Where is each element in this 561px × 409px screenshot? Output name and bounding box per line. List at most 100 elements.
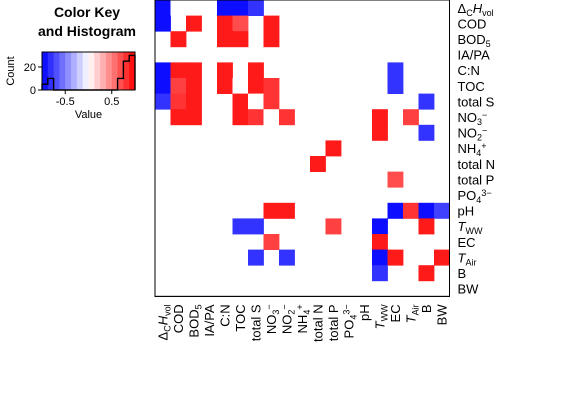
column-label: BOD5 <box>187 304 204 337</box>
heatmap-cell <box>310 156 326 172</box>
heatmap-cell <box>170 0 187 16</box>
heatmap-cell <box>434 249 450 266</box>
heatmap-cell <box>248 249 264 266</box>
key-title-line-2: and Histogram <box>38 23 136 39</box>
heatmap-cell <box>186 78 202 94</box>
key-x-axis-label: Value <box>75 109 102 121</box>
heatmap-cell <box>263 15 280 32</box>
row-label: COD <box>458 16 487 31</box>
heatmap-cell <box>263 93 280 110</box>
row-label: C:N <box>458 63 480 78</box>
key-y-axis-label: Count <box>5 56 17 85</box>
key-color-band <box>94 52 101 90</box>
heatmap-cell <box>217 31 233 48</box>
heatmap-cell <box>155 78 171 94</box>
row-label: TOC <box>458 79 485 94</box>
key-x-tick-label: -0.5 <box>56 96 75 108</box>
heatmap-cell <box>418 93 435 110</box>
key-color-band <box>117 52 124 90</box>
heatmap-cell <box>217 0 233 16</box>
heatmap-cell <box>418 124 435 141</box>
row-label: NO2− <box>458 126 488 143</box>
row-label: IA/PA <box>458 48 491 63</box>
heatmap-cell <box>186 62 202 79</box>
key-color-band <box>59 52 66 90</box>
key-color-band <box>111 52 118 90</box>
column-label: total N <box>311 304 326 342</box>
key-y-tick-label: 0 <box>30 85 36 97</box>
column-label: pH <box>357 304 372 321</box>
heatmap-cell <box>263 109 280 126</box>
key-color-band <box>76 52 84 90</box>
heatmap-cell <box>217 15 233 32</box>
column-label: PO43− <box>342 304 359 338</box>
column-label: ΔCHvol <box>156 304 173 340</box>
heatmap-cell <box>418 202 435 219</box>
row-label: total S <box>458 94 495 109</box>
heatmap-cell <box>155 62 171 79</box>
column-label: IA/PA <box>202 304 217 337</box>
heatmap-cell <box>155 15 171 32</box>
row-label: PO43− <box>458 188 492 205</box>
heatmap-cell <box>325 140 342 157</box>
heatmap-cell <box>263 202 280 219</box>
column-label: COD <box>171 304 186 333</box>
heatmap-cell <box>387 62 404 79</box>
heatmap-cell <box>372 265 388 282</box>
row-label: total P <box>458 172 495 187</box>
column-label: B <box>419 304 434 313</box>
row-label: NH4+ <box>458 141 487 158</box>
row-label: total N <box>458 157 496 172</box>
heatmap-frame <box>154 0 450 297</box>
heatmap-cell <box>232 15 249 32</box>
heatmap-cell <box>186 109 202 126</box>
row-label: TWW <box>458 219 483 236</box>
key-color-band <box>47 52 55 90</box>
heatmap-cell <box>418 218 435 235</box>
heatmap-cell <box>232 31 249 48</box>
key-color-band <box>42 52 49 90</box>
row-label: TAir <box>458 250 477 267</box>
column-label: BW <box>435 304 450 326</box>
heatmap-cell <box>372 249 388 266</box>
column-label: EC <box>388 304 403 322</box>
heatmap-cell <box>387 249 404 266</box>
heatmap-cell <box>372 109 388 126</box>
key-color-band <box>71 52 78 90</box>
heatmap-cell <box>248 93 264 110</box>
heatmap-cell <box>232 109 249 126</box>
heatmap-cell <box>155 93 171 110</box>
heatmap-cell <box>232 0 249 16</box>
heatmap-cell <box>232 93 249 110</box>
key-color-band <box>129 52 136 90</box>
heatmap-cell <box>232 78 249 94</box>
heatmap-cell <box>279 249 295 266</box>
column-label: NH4+ <box>295 304 312 333</box>
heatmap-cell <box>170 62 187 79</box>
row-label: NO3− <box>458 110 488 127</box>
heatmap-cell <box>186 15 202 32</box>
heatmap-cell <box>325 218 342 235</box>
key-color-band <box>123 52 130 90</box>
heatmap-cell <box>217 62 233 79</box>
heatmap-cell <box>170 31 187 48</box>
key-color-band <box>53 52 60 90</box>
heatmap-cell <box>279 109 295 126</box>
heatmap-cell <box>248 62 264 79</box>
heatmap-cell <box>403 202 419 219</box>
heatmap-cell <box>248 78 264 94</box>
key-color-band <box>65 52 72 90</box>
row-label: B <box>458 266 467 281</box>
heatmap-panel <box>154 0 450 297</box>
key-color-band <box>100 52 107 90</box>
column-label: C:N <box>218 304 233 326</box>
heatmap-cell <box>263 234 280 250</box>
heatmap-cell <box>217 78 233 94</box>
heatmap-cell <box>248 0 264 16</box>
key-frame <box>41 51 136 91</box>
heatmap-cell <box>155 0 171 16</box>
column-label: NO2− <box>280 304 297 334</box>
